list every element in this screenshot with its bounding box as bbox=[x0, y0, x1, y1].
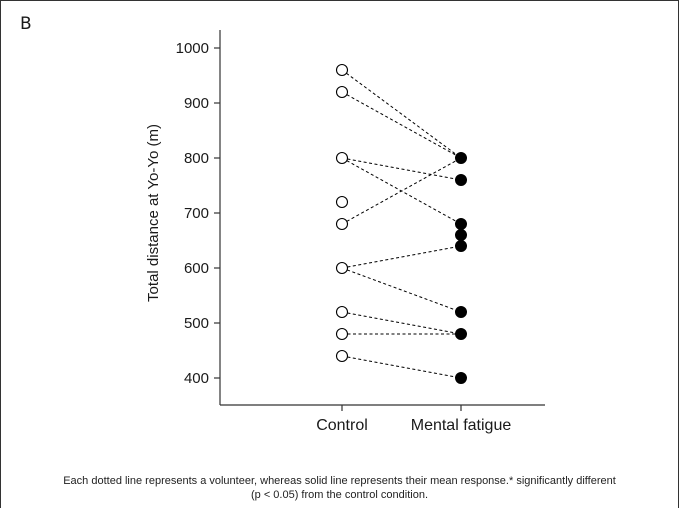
mental-fatigue-point bbox=[455, 328, 467, 340]
volunteer-line bbox=[341, 245, 462, 269]
control-point bbox=[335, 261, 349, 275]
y-tick-label: 600 bbox=[184, 260, 209, 277]
volunteer-line bbox=[341, 157, 462, 225]
y-tick-label: 1000 bbox=[176, 40, 209, 57]
mental-fatigue-point bbox=[455, 372, 467, 384]
caption-line-2: (p < 0.05) from the control condition. bbox=[250, 489, 428, 501]
control-point bbox=[335, 63, 349, 77]
x-category-label: Mental fatigue bbox=[411, 417, 512, 434]
volunteer-line bbox=[341, 311, 462, 335]
x-category-label: Control bbox=[316, 417, 368, 434]
control-point bbox=[335, 305, 349, 319]
mental-fatigue-point bbox=[455, 306, 467, 318]
mental-fatigue-point bbox=[455, 218, 467, 230]
y-tick-label: 400 bbox=[184, 370, 209, 387]
control-point bbox=[335, 85, 349, 99]
volunteer-line bbox=[341, 91, 462, 159]
y-tick-label: 500 bbox=[184, 315, 209, 332]
control-point bbox=[335, 327, 349, 341]
volunteer-line bbox=[341, 157, 462, 181]
y-tick-label: 900 bbox=[184, 95, 209, 112]
mental-fatigue-point bbox=[455, 152, 467, 164]
caption-line-1: Each dotted line represents a volunteer,… bbox=[63, 475, 616, 487]
control-point bbox=[335, 151, 349, 165]
mental-fatigue-point bbox=[455, 229, 467, 241]
volunteer-line bbox=[341, 69, 462, 159]
control-point bbox=[335, 349, 349, 363]
control-point bbox=[335, 217, 349, 231]
chart: 400 500 600 700 800 900 1000 Control Mental fati… bbox=[145, 30, 545, 434]
y-axis-title: Total distance at Yo-Yo (m) bbox=[145, 124, 162, 302]
mental-fatigue-point bbox=[455, 174, 467, 186]
volunteer-line bbox=[341, 355, 462, 379]
y-tick-label: 700 bbox=[184, 205, 209, 222]
volunteer-line bbox=[341, 267, 462, 313]
panel-label: B bbox=[20, 14, 32, 34]
mental-fatigue-point bbox=[455, 240, 467, 252]
control-point bbox=[335, 195, 349, 209]
y-tick-label: 800 bbox=[184, 150, 209, 167]
